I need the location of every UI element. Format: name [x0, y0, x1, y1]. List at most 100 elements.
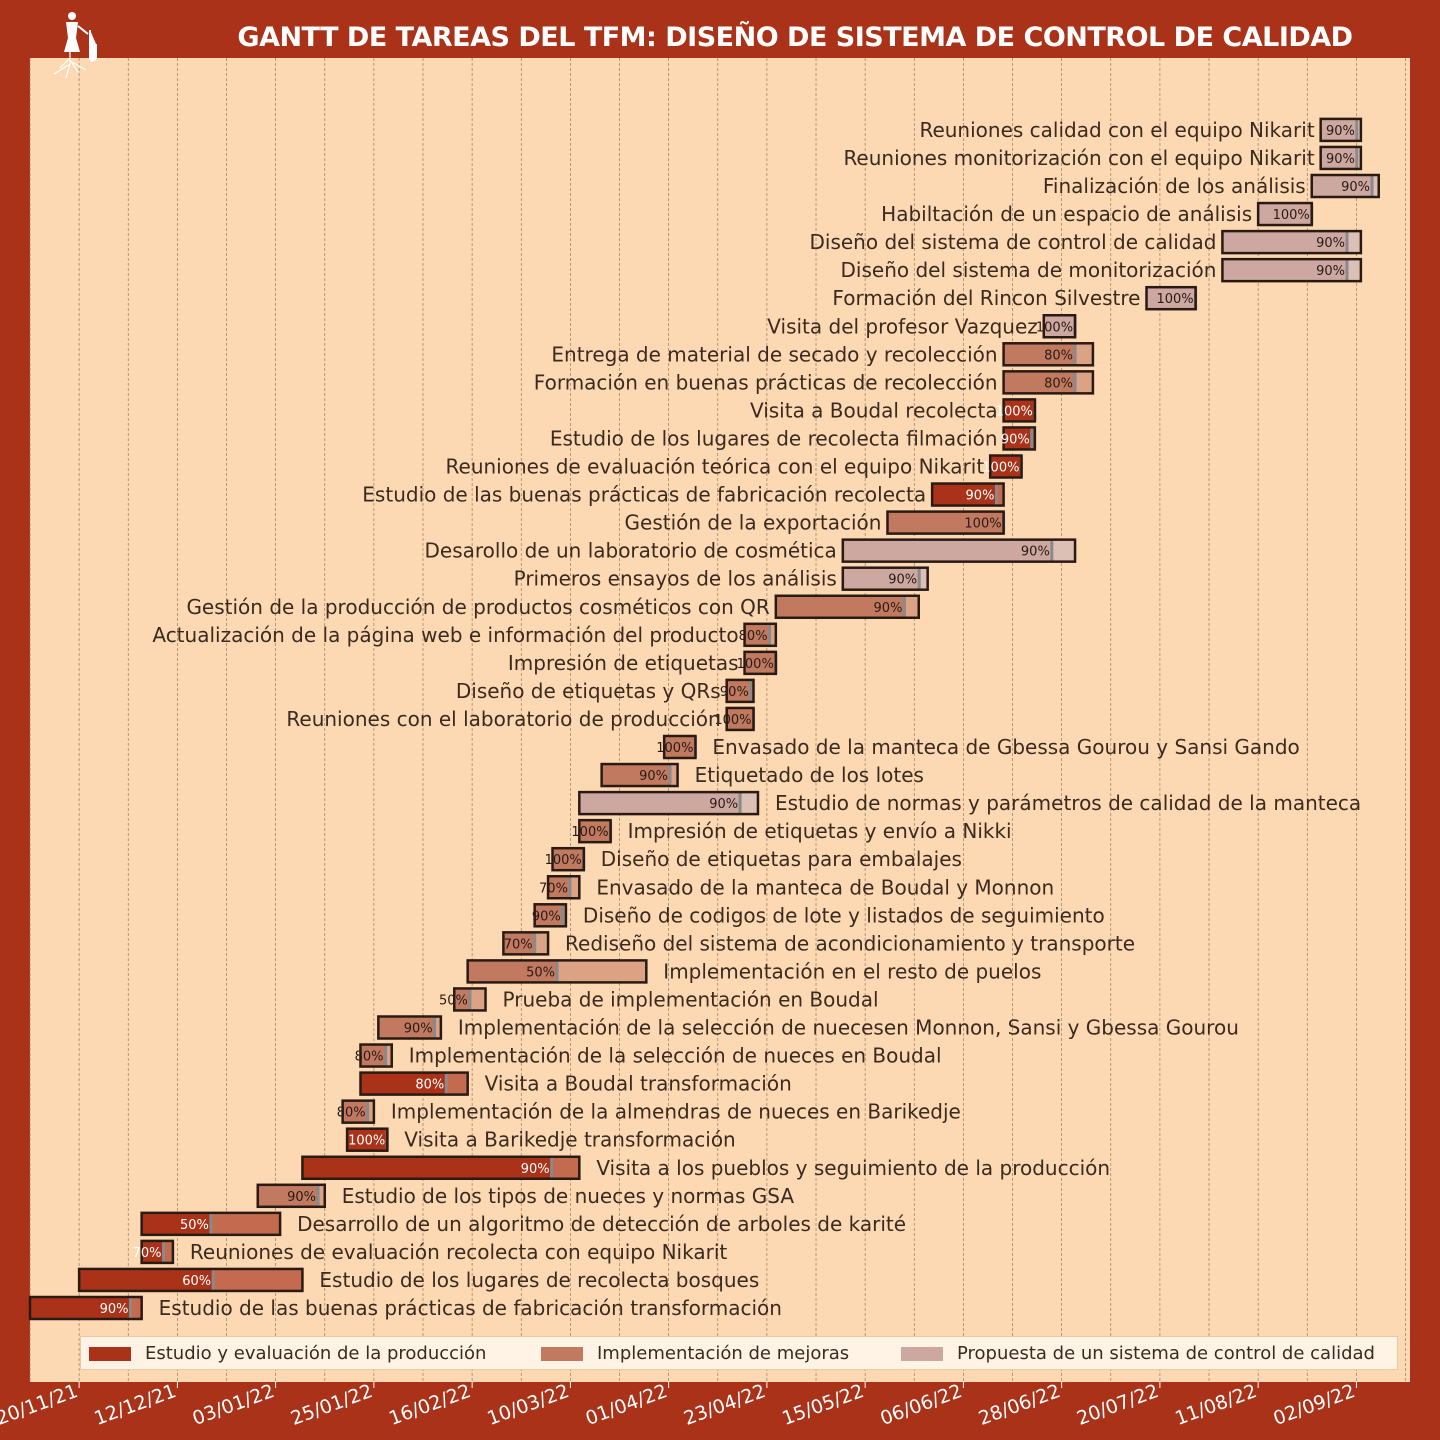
legend-label-propuesta: Propuesta de un sistema de control de ca…: [957, 1343, 1375, 1364]
task-bar-progress: [342, 1100, 368, 1123]
task-bar-outline: [1256, 201, 1313, 227]
task-progress-label: 100%: [964, 517, 1001, 532]
task-name-label: Desarrollo de un algoritmo de detección …: [297, 1212, 906, 1236]
task-bar-outline: [359, 1071, 469, 1096]
task-bar-progress: [1320, 146, 1357, 169]
task-bar-progress: [302, 1156, 552, 1179]
task-bar-outline: [1310, 173, 1380, 199]
task-progress-label: 60%: [182, 1274, 211, 1289]
task-progress-label: 100%: [1273, 208, 1310, 223]
tree-figure-icon: [46, 8, 102, 80]
task-progress-label: 90%: [888, 573, 917, 588]
task-bar-outline: [1221, 229, 1363, 255]
task-row: 100%Visita a Boudal recolecta: [750, 398, 1037, 423]
task-bar-outline: [743, 650, 778, 676]
task-bar-progress: [775, 595, 905, 618]
x-tick-label: 16/02/22: [386, 1380, 474, 1430]
task-progress-label: 100%: [348, 1134, 385, 1149]
task-bar-outline: [140, 1211, 282, 1237]
task-progress-label: 90%: [404, 1022, 433, 1037]
task-bar-progress: [552, 848, 584, 871]
task-name-label: Implementación de la almendras de nueces…: [391, 1100, 961, 1124]
task-name-label: Estudio de normas y parámetros de calida…: [775, 791, 1361, 815]
task-bar-progress: [548, 876, 570, 899]
task-row: 90% Finalización de los análisis: [1043, 173, 1380, 199]
task-progress-label: 90%: [966, 489, 995, 504]
legend: Estudio y evaluación de la producción Im…: [80, 1336, 1398, 1370]
task-bar-outline: [301, 1155, 581, 1180]
task-name-label: Estudio de los tipos de nueces y normas …: [342, 1184, 795, 1208]
task-progress-label: 100%: [737, 657, 774, 672]
legend-item-estudio: Estudio y evaluación de la producción: [89, 1343, 486, 1364]
task-bar-progress: [141, 1212, 211, 1235]
x-tick-label: 20/11/21: [0, 1380, 81, 1430]
task-progress-label: 100%: [545, 853, 582, 868]
task-progress-label: 70%: [539, 881, 568, 896]
task-name-label: Rediseño del sistema de acondicionamient…: [565, 931, 1135, 955]
task-bar-progress: [887, 511, 1004, 534]
task-row: 100%Reuniones de evaluación teórica con …: [446, 454, 1023, 479]
task-name-label: Gestión de la exportación: [625, 511, 882, 535]
task-progress-label: 90%: [639, 769, 668, 784]
task-bar-outline: [502, 931, 550, 956]
task-progress-label: 90%: [100, 1302, 129, 1317]
task-bar-progress: [454, 988, 470, 1011]
task-name-label: Estudio de los lugares de recolecta bosq…: [319, 1268, 759, 1292]
task-bar-outline: [1002, 426, 1037, 451]
task-bar-outline: [453, 987, 487, 1012]
task-bar-progress: [378, 1016, 435, 1039]
task-bar-progress: [990, 455, 1022, 478]
task-bar-progress: [1003, 343, 1076, 366]
task-name-label: Entrega de material de secado y recolecc…: [551, 342, 997, 366]
task-bar-outline: [578, 790, 760, 816]
task-progress-label: 90%: [1001, 432, 1030, 447]
task-name-label: Diseño de codigos de lote y listados de …: [583, 903, 1105, 927]
task-bar-progress: [1003, 427, 1032, 450]
task-progress-label: 90%: [720, 685, 749, 700]
legend-label-implementacion: Implementación de mejoras: [597, 1343, 850, 1364]
task-progress-label: 90%: [1326, 152, 1355, 167]
task-bar-progress: [1222, 259, 1348, 282]
task-row: 90% Gestión de la producción de productos…: [186, 594, 920, 619]
task-bar-outline: [77, 1267, 304, 1293]
task-bar-outline: [546, 875, 581, 900]
task-progress-label: 90%: [709, 797, 738, 812]
task-name-label: Implementación en el resto de puelos: [663, 959, 1041, 983]
task-row: 90% Diseño del sistema de control de cali…: [810, 229, 1363, 255]
x-tick-label: 03/01/22: [190, 1380, 278, 1430]
legend-swatch-propuesta: [901, 1346, 943, 1361]
task-bar-progress: [744, 623, 770, 646]
task-progress-label: 90%: [287, 1190, 316, 1205]
x-tick-label: 23/04/22: [681, 1380, 769, 1430]
task-name-label: Visita a Barikedje transformación: [404, 1128, 735, 1152]
task-name-label: Reuniones de evaluación recolecta con eq…: [190, 1240, 727, 1264]
task-bar-outline: [1221, 257, 1363, 283]
task-name-label: Prueba de implementación en Boudal: [503, 987, 879, 1011]
task-row: 90%Estudio de los lugares de recolecta f…: [550, 426, 1037, 451]
task-name-label: Diseño de etiquetas y QRs: [456, 679, 721, 703]
task-name-label: Implementación de la selección de nueces…: [458, 1016, 1239, 1040]
task-row: 100%Reuniones con el laboratorio de prod…: [286, 706, 755, 732]
task-row: 100%Impresión de etiquetas: [508, 650, 778, 676]
x-tick-label: 11/08/22: [1172, 1380, 1260, 1430]
task-row: 80%Actualización de la página web e info…: [152, 622, 778, 648]
task-row: 100% Visita a Barikedje transformación: [345, 1127, 736, 1152]
task-progress-label: 90%: [1021, 545, 1050, 560]
grid-lines: [29, 58, 1406, 1382]
task-name-label: Reuniones con el laboratorio de producci…: [286, 707, 720, 731]
task-row: 50% Desarrollo de un algoritmo de detecci…: [140, 1211, 906, 1237]
x-tick-label: 15/05/22: [779, 1380, 867, 1430]
x-tick-label: 25/01/22: [288, 1380, 376, 1430]
task-name-label: Reuniones monitorización con el equipo N…: [843, 146, 1314, 170]
task-progress-label: 70%: [133, 1246, 162, 1261]
task-row: 90% Desarollo de un laboratorio de cosmét…: [425, 538, 1077, 563]
task-name-label: Gestión de la producción de productos co…: [186, 595, 769, 619]
task-bar-outline: [841, 538, 1077, 563]
task-bar-outline: [533, 903, 568, 928]
task-row: 90% Estudio de las buenas prácticas de fa…: [362, 482, 1005, 507]
task-row: 100% Formación del Rincon Silvestre: [832, 285, 1198, 311]
task-row: 80% Entrega de material de secado y recol…: [551, 342, 1095, 367]
task-bar-progress: [744, 651, 776, 674]
